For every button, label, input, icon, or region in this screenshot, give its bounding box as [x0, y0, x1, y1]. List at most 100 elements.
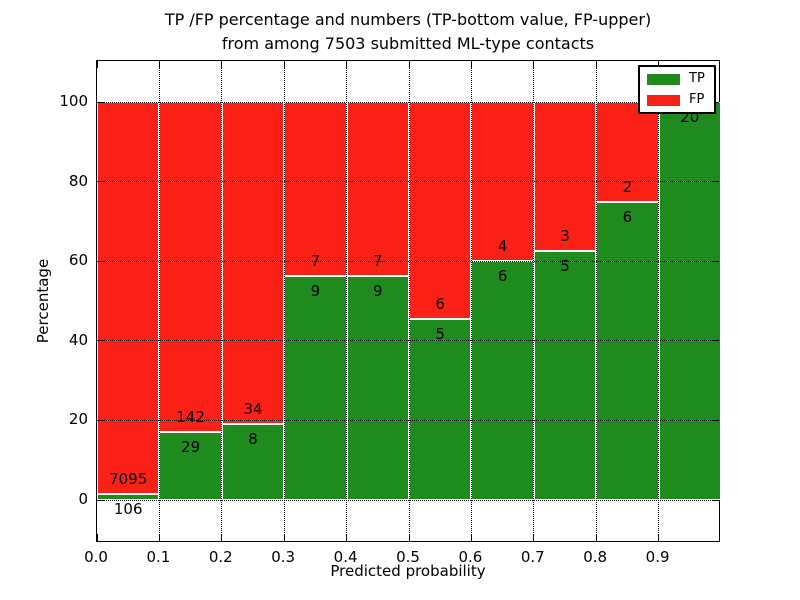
tp-count-label: 9	[310, 282, 321, 301]
x-tick-label: 0.9	[645, 548, 670, 566]
bar-fp-segment	[346, 102, 409, 277]
x-tick-mark	[221, 534, 223, 541]
bar-tp-segment	[346, 276, 409, 500]
legend-swatch-fp	[647, 94, 680, 106]
chart-title: TP /FP percentage and numbers (TP-bottom…	[96, 8, 720, 56]
y-tick-mark	[712, 260, 719, 262]
y-tick-label: 60	[68, 251, 88, 270]
x-tick-mark	[346, 534, 348, 541]
y-tick-label: 40	[68, 330, 88, 349]
tp-count-label: 5	[560, 257, 570, 276]
fp-count-label: 4	[497, 237, 508, 256]
chart-title-line1: TP /FP percentage and numbers (TP-bottom…	[164, 10, 652, 29]
x-gridline	[408, 61, 410, 541]
y-tick-mark	[712, 419, 719, 421]
x-tick-mark	[283, 61, 285, 68]
y-gridline	[97, 181, 719, 183]
x-tick-label: 0.6	[458, 548, 483, 566]
bar-fp-segment	[533, 102, 597, 252]
x-tick-mark	[158, 534, 160, 541]
x-tick-mark	[97, 534, 98, 541]
x-tick-mark	[97, 61, 98, 68]
y-tick-mark	[712, 181, 719, 183]
x-tick-mark	[158, 61, 160, 68]
plot-area: 7095 106 142 29 34 8 7 9 7 9 6 5 4 6 3 5 2 6 20 TP FP	[96, 60, 721, 542]
legend: TP FP	[638, 65, 716, 114]
x-tick-mark	[595, 61, 597, 68]
bar-tp-segment	[533, 251, 597, 500]
x-tick-label: 0.1	[146, 548, 171, 566]
tp-count-label: 8	[248, 430, 258, 449]
legend-item: FP	[647, 93, 707, 107]
x-gridline	[595, 61, 597, 541]
y-gridline	[97, 260, 719, 262]
fp-count-label: 7	[373, 252, 383, 271]
x-tick-mark	[533, 61, 535, 68]
y-tick-mark	[712, 340, 719, 342]
bar-fp-segment	[284, 102, 347, 277]
bar-tp-segment	[471, 261, 534, 500]
y-gridline	[97, 499, 719, 501]
bar-fp-segment	[409, 102, 472, 320]
x-tick-mark	[408, 61, 410, 68]
x-gridline	[533, 61, 535, 541]
y-axis-label: Percentage	[34, 258, 52, 344]
x-tick-mark	[408, 534, 410, 541]
x-tick-mark	[595, 534, 597, 541]
bar-fp-segment	[97, 102, 160, 495]
bar-tp-segment	[159, 432, 222, 500]
tp-count-label: 106	[113, 500, 143, 519]
y-tick-mark	[97, 419, 104, 421]
bar-fp-segment	[159, 102, 222, 433]
x-tick-mark	[283, 534, 285, 541]
fp-count-label: 3	[560, 227, 570, 246]
x-tick-mark	[346, 61, 348, 68]
y-tick-mark	[97, 499, 104, 501]
legend-label: TP	[689, 71, 705, 86]
tp-count-label: 29	[181, 438, 201, 457]
x-tick-label: 0.3	[271, 548, 296, 566]
y-gridline	[97, 101, 719, 103]
legend-label: FP	[689, 92, 705, 107]
tp-count-label: 9	[373, 282, 383, 301]
x-tick-mark	[533, 534, 535, 541]
y-tick-mark	[97, 260, 104, 262]
x-axis-label: Predicted probability	[330, 562, 486, 580]
y-tick-mark	[97, 181, 104, 183]
x-gridline	[658, 61, 660, 541]
bar-fp-segment	[596, 102, 659, 202]
chart-title-line2: from among 7503 submitted ML-type contac…	[221, 34, 595, 53]
x-tick-mark	[470, 534, 472, 541]
x-tick-mark	[221, 61, 223, 68]
x-tick-mark	[658, 61, 660, 68]
x-tick-mark	[470, 61, 472, 68]
x-gridline	[346, 61, 348, 541]
fp-count-label: 142	[176, 408, 205, 427]
x-tick-label: 0.4	[333, 548, 358, 566]
y-tick-mark	[712, 499, 719, 501]
fp-count-label: 6	[435, 295, 445, 314]
tp-count-label: 6	[497, 267, 508, 286]
x-tick-label: 0.5	[396, 548, 420, 566]
x-tick-mark	[658, 534, 660, 541]
y-tick-label: 80	[68, 171, 88, 190]
x-gridline	[221, 61, 223, 541]
x-gridline	[283, 61, 285, 541]
x-gridline	[158, 61, 160, 541]
bar-tp-segment	[596, 201, 659, 500]
bar-fp-segment	[221, 102, 285, 425]
legend-item: TP	[647, 72, 707, 86]
x-tick-label: 0.8	[583, 548, 608, 566]
bar-tp-segment	[221, 424, 285, 500]
fp-count-label: 7095	[109, 470, 148, 489]
tp-count-label: 5	[435, 325, 445, 344]
y-tick-mark	[97, 101, 104, 103]
x-tick-label: 0.7	[520, 548, 545, 566]
fp-count-label: 7	[310, 252, 321, 271]
fp-count-label: 34	[243, 400, 263, 419]
x-gridline	[470, 61, 472, 541]
bar-tp-segment	[409, 319, 472, 500]
tp-count-label: 6	[622, 207, 633, 226]
y-tick-mark	[97, 340, 104, 342]
